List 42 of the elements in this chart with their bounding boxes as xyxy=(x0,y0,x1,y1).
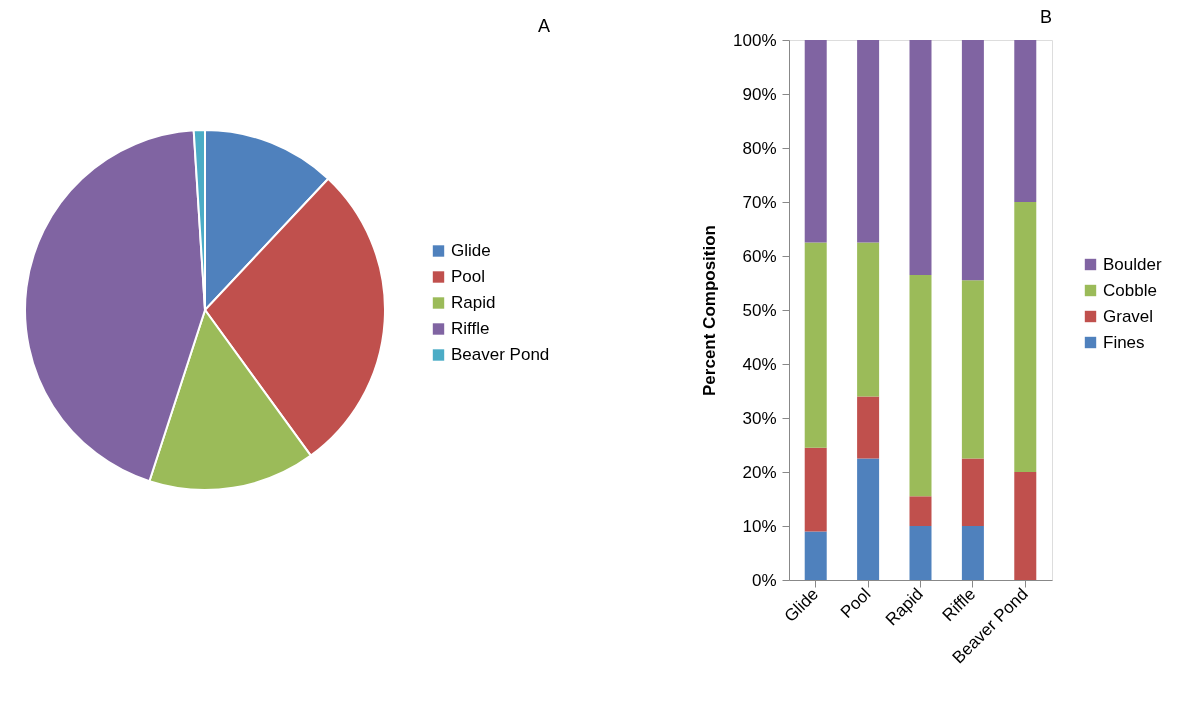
y-tick-label: 40% xyxy=(742,354,777,374)
legend-label: Pool xyxy=(451,267,486,286)
bar xyxy=(961,526,984,580)
bar xyxy=(804,40,827,243)
chart-title: A xyxy=(537,16,550,36)
bar xyxy=(1014,202,1037,472)
y-tick-label: 100% xyxy=(733,30,777,50)
bar xyxy=(857,40,880,243)
bar xyxy=(909,496,932,526)
bar xyxy=(857,396,880,459)
y-tick-label: 20% xyxy=(742,462,777,482)
y-tick-label: 10% xyxy=(742,516,777,536)
y-tick-label: 60% xyxy=(742,246,777,266)
legend-label: Boulder xyxy=(1103,254,1162,274)
y-tick-label: 90% xyxy=(742,84,777,104)
legend-label: Rapid xyxy=(451,293,496,312)
y-tick-label: 0% xyxy=(751,570,777,590)
bar xyxy=(1014,472,1037,580)
bar xyxy=(909,274,932,497)
y-tick-label: 50% xyxy=(742,300,777,320)
legend-label: Glide xyxy=(451,241,491,260)
y-axis-title: Percent Composition xyxy=(700,225,720,396)
chart-title: B xyxy=(1039,7,1052,27)
bar xyxy=(961,40,984,281)
legend-label: Riffle xyxy=(451,319,490,338)
bar xyxy=(857,242,880,397)
bar xyxy=(857,458,880,580)
legend-label: Cobble xyxy=(1103,280,1157,300)
y-tick-label: 80% xyxy=(742,138,777,158)
y-tick-label: 30% xyxy=(742,408,777,428)
bar xyxy=(961,458,984,526)
legend-label: Fines xyxy=(1103,332,1145,352)
y-tick-label: 70% xyxy=(742,192,777,212)
bar xyxy=(804,242,827,448)
legend-label: Gravel xyxy=(1103,306,1154,326)
bar xyxy=(804,531,827,580)
bar xyxy=(961,280,984,459)
bar xyxy=(909,526,932,580)
bar xyxy=(909,40,932,275)
legend-label: Beaver Pond xyxy=(451,345,550,364)
bar xyxy=(1014,40,1037,202)
bar xyxy=(804,447,827,532)
